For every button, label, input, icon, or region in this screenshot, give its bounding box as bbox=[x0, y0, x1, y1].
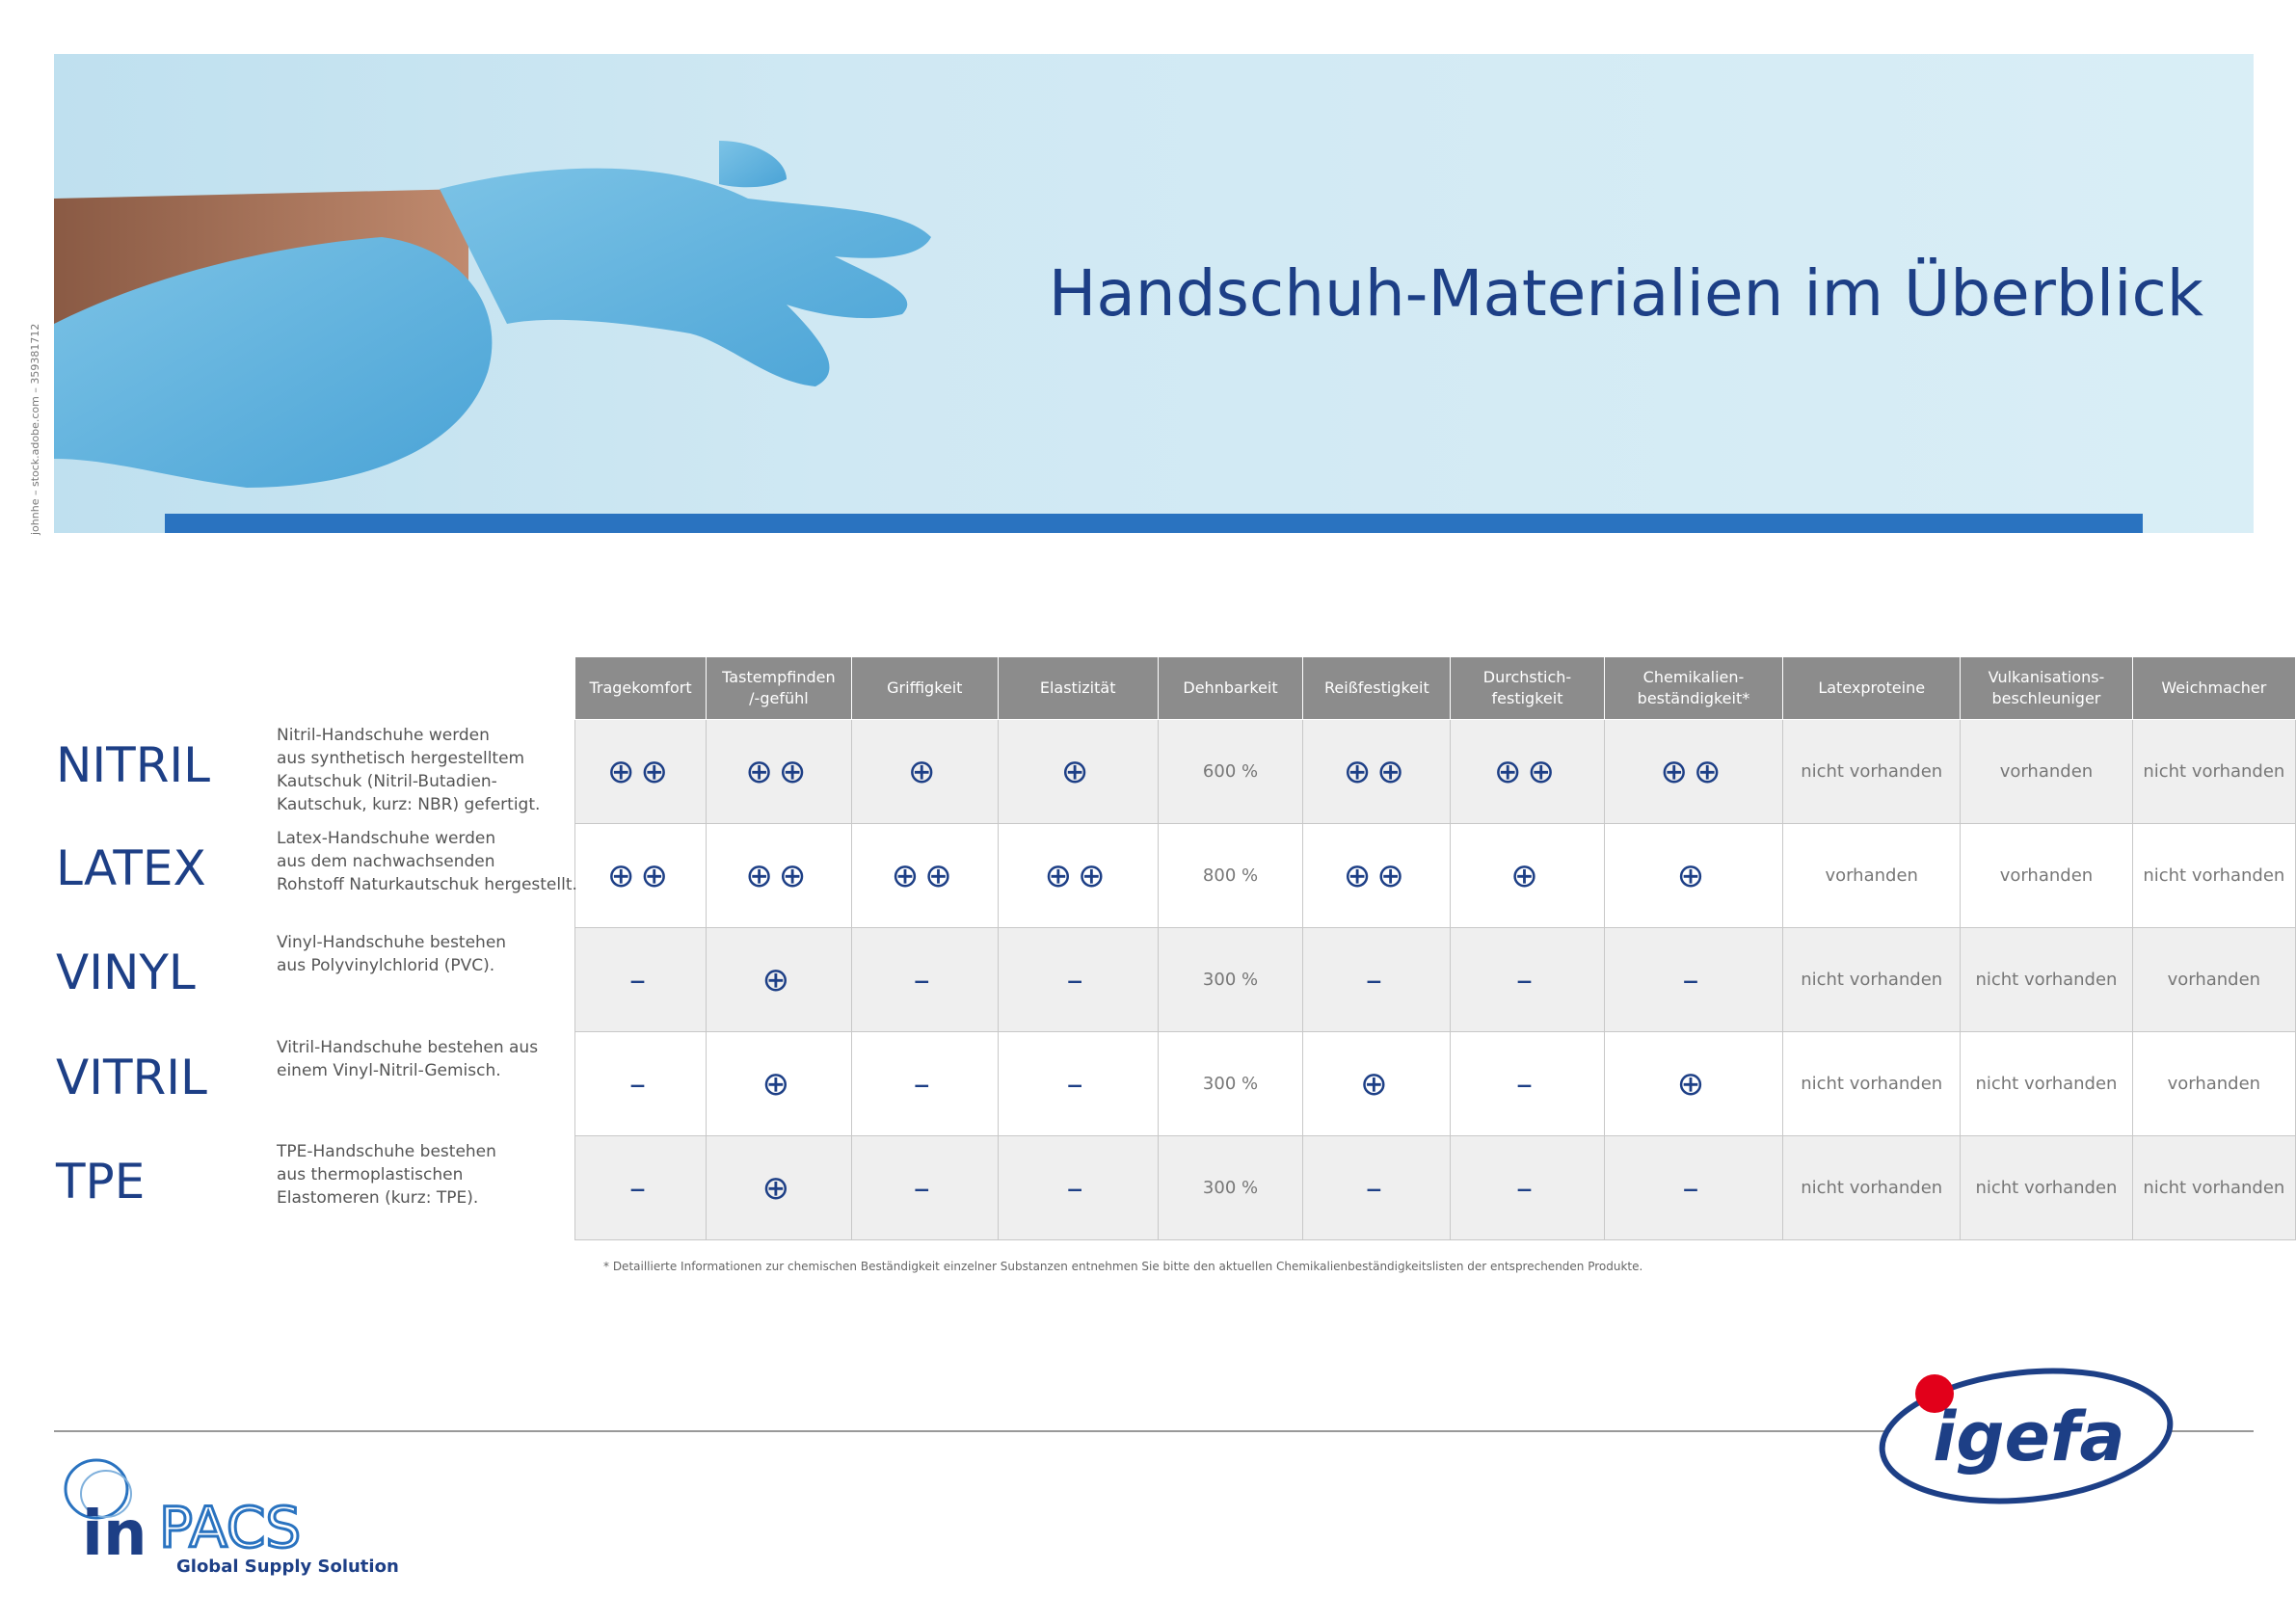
column-header: Vulkanisations- beschleuniger bbox=[1960, 656, 2133, 720]
table-cell: – bbox=[1603, 1135, 1784, 1240]
table-cell: 600 % bbox=[1157, 719, 1304, 824]
table-cell: ⊕⊕ bbox=[850, 823, 999, 928]
logo-tagline: Global Supply Solution bbox=[176, 1556, 399, 1577]
table-cell: – bbox=[850, 1031, 999, 1136]
table-cell: ⊕ bbox=[706, 927, 852, 1032]
column-header: Tastempfinden /-gefühl bbox=[706, 656, 852, 720]
material-name: TPE bbox=[56, 1154, 146, 1210]
comparison-table: Tragekomfort Tastempfinden /-gefühl Griffi… bbox=[574, 656, 2296, 1240]
table-cell: – bbox=[997, 1031, 1159, 1136]
table-cell: ⊕⊕ bbox=[1302, 719, 1452, 824]
table-cell: nicht vorhanden bbox=[1782, 927, 1962, 1032]
table-cell: vorhanden bbox=[1960, 823, 2133, 928]
table-row: ⊕⊕ ⊕⊕ ⊕ ⊕ 600 % ⊕⊕ ⊕⊕ ⊕⊕ nicht vorhanden vorhande… bbox=[574, 719, 2296, 824]
column-header: Elastizität bbox=[997, 656, 1159, 720]
table-cell: – bbox=[1450, 1135, 1605, 1240]
table-cell: ⊕⊕ bbox=[706, 823, 852, 928]
table-cell: ⊕ bbox=[706, 1031, 852, 1136]
inpacs-logo: in PACS Global Supply Solution bbox=[64, 1458, 399, 1577]
table-cell: ⊕ bbox=[1302, 1031, 1452, 1136]
igefa-logo: igefa bbox=[1879, 1368, 2174, 1504]
header-banner: Handschuh-Materialien im Überblick bbox=[54, 54, 2254, 533]
material-description: TPE-Handschuhe bestehen aus thermoplasti… bbox=[277, 1142, 496, 1208]
table-cell: ⊕⊕ bbox=[1302, 823, 1452, 928]
material-name: VINYL bbox=[56, 945, 196, 1000]
column-header: Reißfestigkeit bbox=[1302, 656, 1452, 720]
table-cell: ⊕⊕ bbox=[1603, 719, 1784, 824]
table-row: – ⊕ – –300 % ⊕ – ⊕ nicht vorhanden nicht vorhand… bbox=[574, 1031, 2296, 1136]
column-header: Durchstich- festigkeit bbox=[1450, 656, 1605, 720]
table-row: – ⊕ – –300 % – – – nicht vorhanden nicht vorhand… bbox=[574, 1135, 2296, 1240]
table-cell: 300 % bbox=[1157, 927, 1304, 1032]
logo-mark: in bbox=[82, 1499, 147, 1570]
table-cell: nicht vorhanden bbox=[1960, 1135, 2133, 1240]
material-description: Latex-Handschuhe werden aus dem nachwach… bbox=[277, 829, 577, 894]
logo-text: igefa bbox=[1933, 1397, 2124, 1477]
table-cell: ⊕ bbox=[850, 719, 999, 824]
table-cell: vorhanden bbox=[2131, 1031, 2296, 1136]
table-cell: – bbox=[997, 1135, 1159, 1240]
table-cell: ⊕⊕ bbox=[706, 719, 852, 824]
image-credit: johnhe – stock.adobe.com – 359381712 bbox=[29, 323, 41, 535]
table-cell: 300 % bbox=[1157, 1031, 1304, 1136]
material-name: VITRIL bbox=[56, 1050, 207, 1105]
table-cell: – bbox=[1302, 1135, 1452, 1240]
material-name: LATEX bbox=[56, 840, 206, 896]
table-row: – ⊕ – –300 % – – – nicht vorhanden nicht vorhand… bbox=[574, 927, 2296, 1032]
table-cell: ⊕⊕ bbox=[1450, 719, 1605, 824]
table-cell: nicht vorhanden bbox=[2131, 823, 2296, 928]
material-description: Nitril-Handschuhe werden aus synthetisch… bbox=[277, 726, 541, 814]
table-cell: 800 % bbox=[1157, 823, 1304, 928]
table-cell: nicht vorhanden bbox=[1960, 927, 2133, 1032]
divider bbox=[54, 1430, 2254, 1432]
table-cell: ⊕⊕ bbox=[997, 823, 1159, 928]
table-cell: – bbox=[997, 927, 1159, 1032]
table-row: ⊕⊕ ⊕⊕ ⊕⊕ ⊕⊕ 800 % ⊕⊕ ⊕ ⊕ vorhanden vorhanden nicht… bbox=[574, 823, 2296, 928]
table-cell: nicht vorhanden bbox=[2131, 1135, 2296, 1240]
table-cell: nicht vorhanden bbox=[1782, 1135, 1962, 1240]
table-cell: ⊕⊕ bbox=[574, 719, 707, 824]
table-cell: ⊕ bbox=[1603, 1031, 1784, 1136]
table-cell: – bbox=[1603, 927, 1784, 1032]
material-description: Vinyl-Handschuhe bestehen aus Polyvinylc… bbox=[277, 933, 507, 975]
table-cell: nicht vorhanden bbox=[1782, 719, 1962, 824]
gloves-image bbox=[54, 141, 931, 488]
column-header: Chemikalien- beständigkeit* bbox=[1603, 656, 1784, 720]
table-cell: – bbox=[1450, 1031, 1605, 1136]
table-cell: – bbox=[574, 1031, 707, 1136]
column-header: Tragekomfort bbox=[574, 656, 707, 720]
column-header: Latexproteine bbox=[1782, 656, 1962, 720]
table-cell: – bbox=[850, 927, 999, 1032]
column-header: Griffigkeit bbox=[850, 656, 999, 720]
table-cell: – bbox=[1302, 927, 1452, 1032]
table-cell: ⊕⊕ bbox=[574, 823, 707, 928]
table-cell: ⊕ bbox=[1450, 823, 1605, 928]
table-cell: 300 % bbox=[1157, 1135, 1304, 1240]
table-cell: – bbox=[574, 927, 707, 1032]
column-header: Weichmacher bbox=[2131, 656, 2296, 720]
footnote: * Detaillierte Informationen zur chemisc… bbox=[603, 1260, 1643, 1273]
material-description: Vitril-Handschuhe bestehen aus einem Vin… bbox=[277, 1038, 539, 1080]
logo-name: PACS bbox=[159, 1495, 301, 1560]
column-header: Dehnbarkeit bbox=[1157, 656, 1304, 720]
table-cell: ⊕ bbox=[1603, 823, 1784, 928]
table-cell: nicht vorhanden bbox=[1960, 1031, 2133, 1136]
page-title: Handschuh-Materialien im Überblick bbox=[1048, 256, 2203, 331]
table-cell: – bbox=[574, 1135, 707, 1240]
table-cell: ⊕ bbox=[706, 1135, 852, 1240]
table-cell: nicht vorhanden bbox=[2131, 719, 2296, 824]
table-cell: nicht vorhanden bbox=[1782, 1031, 1962, 1136]
table-cell: ⊕ bbox=[997, 719, 1159, 824]
table-cell: vorhanden bbox=[1782, 823, 1962, 928]
table-cell: vorhanden bbox=[2131, 927, 2296, 1032]
banner-stripe bbox=[165, 514, 2143, 533]
table-cell: – bbox=[1450, 927, 1605, 1032]
table-cell: – bbox=[850, 1135, 999, 1240]
material-name: NITRIL bbox=[56, 737, 211, 793]
table-cell: vorhanden bbox=[1960, 719, 2133, 824]
